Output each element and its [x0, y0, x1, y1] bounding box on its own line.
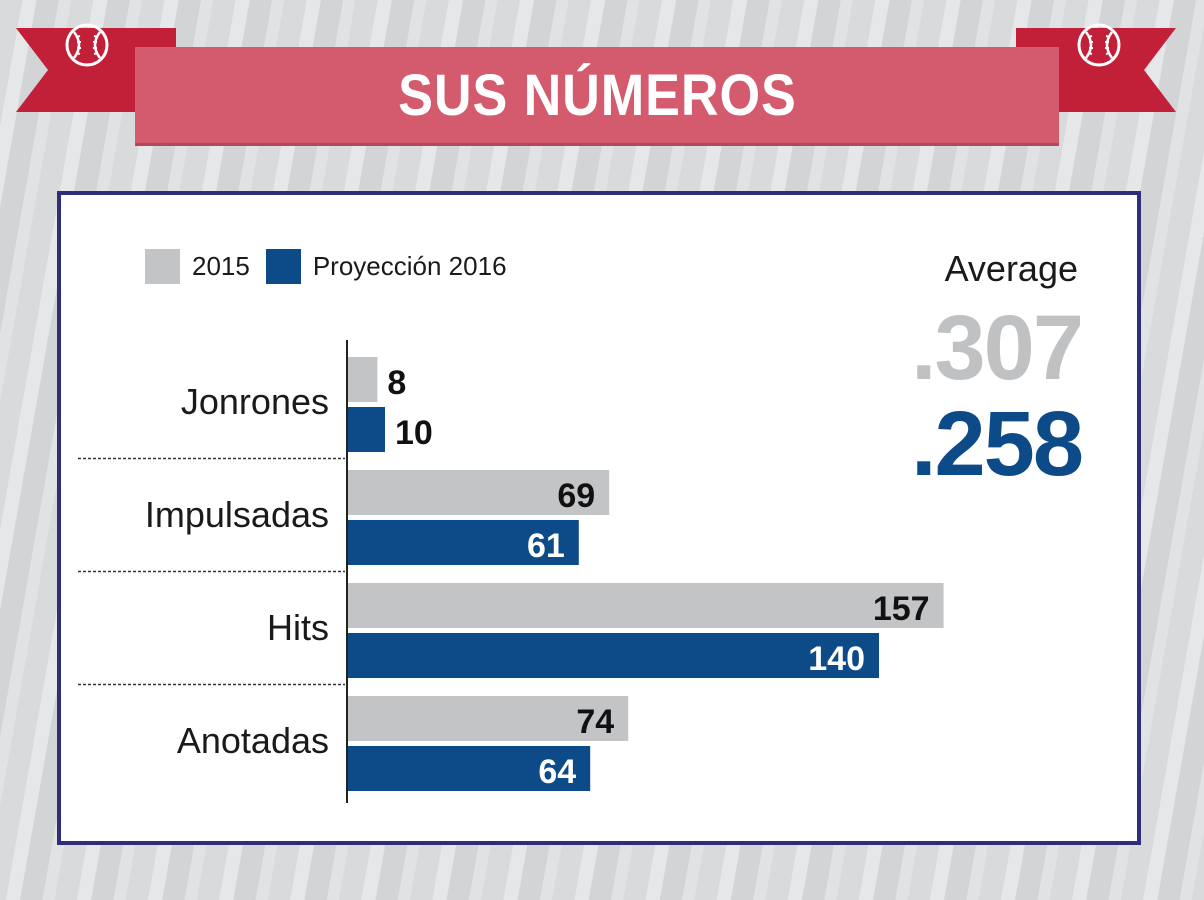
data-label-impulsadas-2015: 69 [557, 477, 595, 515]
legend-swatch-2016 [265, 249, 301, 284]
page-title: SUS NÚMEROS [397, 62, 797, 128]
category-label-impulsadas: Impulsadas [145, 494, 329, 535]
average-value-2016: .258 [910, 393, 1084, 495]
legend-label-2015: 2015 [192, 251, 250, 281]
data-label-impulsadas-2016: 61 [527, 527, 565, 565]
bar-impulsadas-2015 [347, 470, 610, 515]
baseball-icon [1076, 22, 1122, 68]
category-label-hits: Hits [267, 607, 329, 648]
legend-label-2016: Proyección 2016 [312, 251, 507, 281]
legend: 2015 Proyección 2016 [145, 249, 523, 284]
data-label-anotadas-2016: 64 [538, 753, 576, 791]
bar-anotadas-2016 [347, 746, 591, 791]
bar-anotadas-2015 [347, 696, 629, 741]
data-label-jonrones-2016: 10 [395, 414, 433, 452]
bar-jonrones-2015 [347, 357, 378, 402]
title-banner: SUS NÚMEROS [135, 47, 1059, 143]
data-label-jonrones-2015: 8 [387, 364, 406, 402]
category-label-jonrones: Jonrones [181, 381, 329, 422]
data-label-hits-2015: 157 [873, 590, 930, 628]
category-label-anotadas: Anotadas [177, 720, 329, 761]
bar-hits-2015 [347, 583, 944, 628]
baseball-icon [64, 22, 110, 68]
bar-hits-2016 [347, 633, 879, 678]
bar-impulsadas-2016 [347, 520, 579, 565]
bar-jonrones-2016 [347, 407, 385, 452]
data-label-anotadas-2015: 74 [576, 703, 614, 741]
average-label: Average [944, 248, 1078, 289]
data-label-hits-2016: 140 [808, 640, 865, 678]
legend-swatch-2015 [145, 249, 180, 284]
average-value-2015: .307 [910, 297, 1084, 399]
